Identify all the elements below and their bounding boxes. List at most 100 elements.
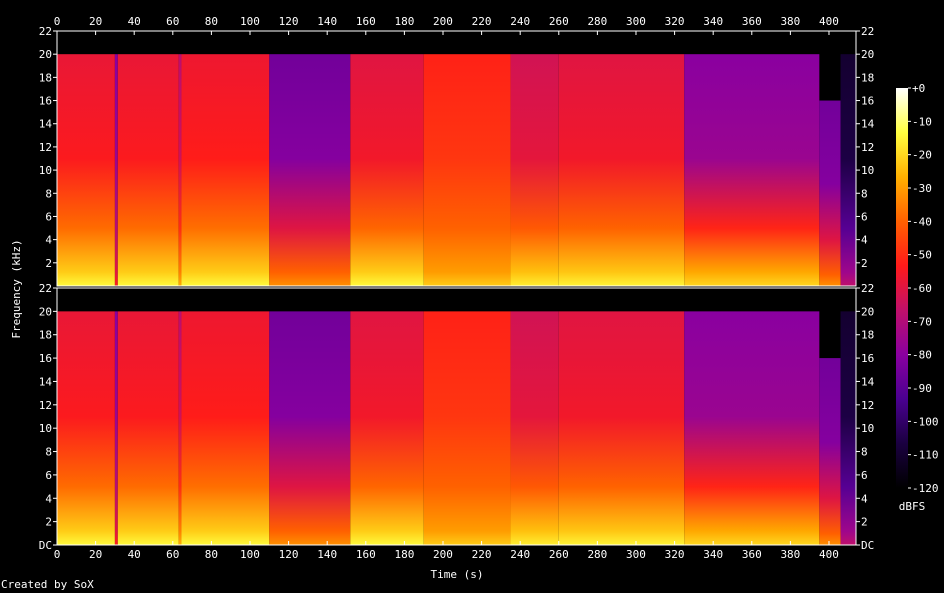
x-tick-label-top: 140: [317, 15, 337, 28]
x-axis-label: Time (s): [431, 568, 484, 581]
y-tick-label: 18: [39, 71, 52, 84]
x-tick-label: 300: [626, 548, 646, 561]
spectrogram-segment: [350, 311, 424, 545]
channel-1-spectrogram: [57, 31, 856, 286]
colorbar-tick-label: -30: [912, 182, 932, 195]
y-tick-label: 10: [39, 422, 52, 435]
y-tick-label: 22: [39, 282, 52, 295]
y-tick-label-right: 10: [861, 164, 874, 177]
y-tick-label: 4: [45, 234, 52, 247]
x-tick-label-top: 40: [128, 15, 141, 28]
colorbar-tick-label: -100: [912, 415, 939, 428]
y-tick-label: 16: [39, 352, 52, 365]
x-tick-label-top: 380: [780, 15, 800, 28]
x-tick-label: 380: [780, 548, 800, 561]
spectrogram-segment: [558, 54, 685, 286]
x-tick-label-top: 180: [394, 15, 414, 28]
y-tick-label-right: 18: [861, 71, 874, 84]
spectrogram-segment: [114, 311, 118, 545]
x-tick-label-top: 160: [356, 15, 376, 28]
spectrogram-segment: [269, 311, 351, 545]
spectrogram-segment: [510, 54, 559, 286]
colorbar-tick-label: -10: [912, 115, 932, 128]
x-tick-label-top: 200: [433, 15, 453, 28]
x-tick-label-top: 220: [472, 15, 492, 28]
spectrogram-segment: [178, 311, 182, 545]
x-tick-label-top: 0: [54, 15, 61, 28]
y-tick-label: 10: [39, 164, 52, 177]
x-tick-label-top: 240: [510, 15, 530, 28]
x-tick-label: 120: [279, 548, 299, 561]
spectrogram-segment: [840, 311, 856, 545]
spectrogram-segment: [269, 54, 351, 286]
x-tick-label: 60: [166, 548, 179, 561]
x-tick-label: 400: [819, 548, 839, 561]
x-tick-label-top: 260: [549, 15, 569, 28]
y-tick-label-right: 22: [861, 25, 874, 38]
x-tick-label-top: 340: [703, 15, 723, 28]
y-tick-label: 16: [39, 95, 52, 108]
spectrogram-segment: [819, 100, 841, 286]
y-tick-label: 18: [39, 329, 52, 342]
spectrogram-segment: [178, 54, 182, 286]
y-tick-label-right: 8: [861, 446, 868, 459]
x-tick-label-top: 60: [166, 15, 179, 28]
y-tick-label-right: 22: [861, 282, 874, 295]
spectrogram-segment: [423, 54, 511, 286]
colorbar-tick-label: -110: [912, 449, 939, 462]
plot-frame: [56, 30, 857, 287]
x-tick-label: 40: [128, 548, 141, 561]
y-tick-label-right: 2: [861, 257, 868, 270]
x-tick-label: 180: [394, 548, 414, 561]
channel-2-spectrogram: [57, 288, 856, 545]
colorbar-tick-label: +0: [912, 82, 925, 95]
spectrogram-segment: [57, 54, 115, 286]
y-tick-label: 14: [39, 118, 53, 131]
credit-text: Created by SoX: [1, 578, 94, 591]
spectrogram-segment: [57, 311, 115, 545]
x-tick-label-top: 280: [587, 15, 607, 28]
x-tick-label: 260: [549, 548, 569, 561]
colorbar-tick-label: -60: [912, 282, 932, 295]
y-tick-label-right: 6: [861, 210, 868, 223]
y-tick-label-right: 2: [861, 516, 868, 529]
spectrogram-segment: [117, 54, 179, 286]
x-tick-label: 200: [433, 548, 453, 561]
x-tick-label: 340: [703, 548, 723, 561]
y-tick-label-right: 14: [861, 375, 875, 388]
x-tick-label: 240: [510, 548, 530, 561]
x-tick-label-top: 100: [240, 15, 260, 28]
y-tick-label: 6: [45, 469, 52, 482]
y-tick-label: 20: [39, 305, 52, 318]
x-tick-label-top: 20: [89, 15, 102, 28]
x-tick-label: 20: [89, 548, 102, 561]
colorbar-tick-label: -80: [912, 349, 932, 362]
y-tick-label: 8: [45, 446, 52, 459]
colorbar-label: dBFS: [899, 500, 926, 513]
colorbar-tick-label: -20: [912, 149, 932, 162]
colorbar-tick-label: -70: [912, 315, 932, 328]
spectrogram-segment: [181, 54, 270, 286]
spectrogram-segment: [114, 54, 118, 286]
y-axis-label: Frequency (kHz): [10, 239, 23, 338]
y-tick-label: 20: [39, 48, 52, 61]
y-tick-label-right: 12: [861, 399, 874, 412]
x-tick-label: 280: [587, 548, 607, 561]
y-tick-label: 2: [45, 516, 52, 529]
x-tick-label-top: 320: [665, 15, 685, 28]
y-tick-label-right: 12: [861, 141, 874, 154]
spectrogram-segment: [117, 311, 179, 545]
y-tick-label: 8: [45, 187, 52, 200]
spectrogram-segment: [684, 54, 820, 286]
x-tick-label: 100: [240, 548, 260, 561]
y-tick-label-right: 10: [861, 422, 874, 435]
colorbar-tick-label: -50: [912, 249, 932, 262]
y-tick-label-right: 14: [861, 118, 875, 131]
y-tick-label-right: 20: [861, 305, 874, 318]
x-tick-label-top: 80: [205, 15, 218, 28]
spectrogram-segment: [840, 54, 856, 286]
spectrogram-segment: [558, 311, 685, 545]
x-tick-label: 80: [205, 548, 218, 561]
y-tick-label: DC: [39, 539, 52, 552]
colorbar-tick-label: -40: [912, 215, 932, 228]
